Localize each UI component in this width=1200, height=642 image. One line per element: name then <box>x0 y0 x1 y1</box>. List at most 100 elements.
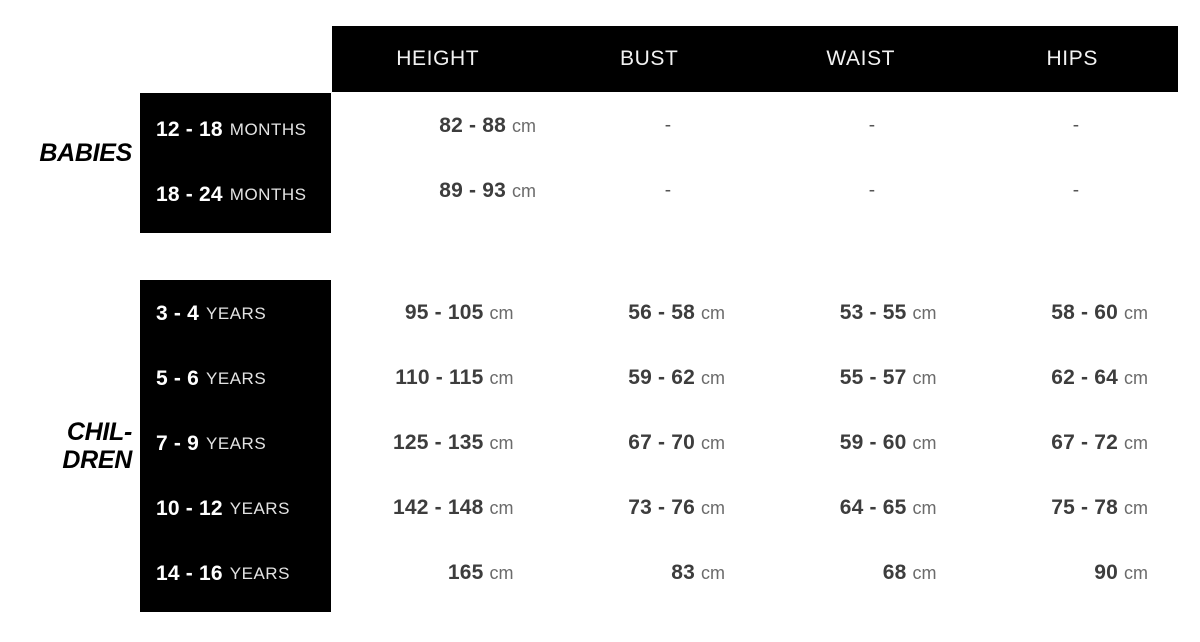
cell-bust: - <box>566 115 770 137</box>
table-row: 82 - 88 cm - - - <box>332 93 1178 158</box>
size-age-unit: YEARS <box>206 433 267 453</box>
value: - <box>1072 179 1080 201</box>
cell-bust: 73 - 76 cm <box>544 496 756 520</box>
value-unit: cm <box>912 432 937 453</box>
value: 110 - 115 <box>395 365 484 389</box>
cell-hips: - <box>974 115 1178 137</box>
value: 56 - 58 <box>628 300 695 324</box>
cell-waist: - <box>770 115 974 137</box>
group-label-children-line1: CHIL- <box>66 418 132 446</box>
value: 59 - 62 <box>628 365 695 389</box>
cell-height: 165 cm <box>332 561 544 585</box>
cell-height: 110 - 115 cm <box>332 366 544 390</box>
cell-bust: 59 - 62 cm <box>544 366 756 390</box>
size-range: 10 - 12 <box>156 496 223 520</box>
size-label-row: 3 - 4 YEARS <box>140 281 331 346</box>
size-label-block-babies: 12 - 18 MONTHS 18 - 24 MONTHS <box>140 93 331 233</box>
cell-hips: 58 - 60 cm <box>967 301 1179 325</box>
value-unit: cm <box>912 367 937 388</box>
column-header-waist: WAIST <box>826 47 896 70</box>
cell-hips: 90 cm <box>967 561 1179 585</box>
value-unit: cm <box>912 497 937 518</box>
value-unit: cm <box>512 115 536 136</box>
cell-bust: - <box>566 180 770 202</box>
cell-waist: 55 - 57 cm <box>755 366 967 390</box>
value: 125 - 135 <box>392 430 484 454</box>
value-unit: cm <box>701 367 725 388</box>
group-label-children: CHIL- DREN <box>0 418 132 474</box>
cell-height: 89 - 93 cm <box>332 179 566 203</box>
table-row: 95 - 105 cm 56 - 58 cm 53 - 55 cm 58 - 6… <box>332 280 1178 345</box>
value: 165 <box>447 560 484 584</box>
cell-waist: 64 - 65 cm <box>755 496 967 520</box>
value-unit: cm <box>489 302 514 323</box>
value-unit: cm <box>1124 562 1148 583</box>
size-range: 14 - 16 <box>156 561 223 585</box>
value: 64 - 65 <box>839 495 907 519</box>
value: 58 - 60 <box>1051 300 1118 324</box>
value: 90 <box>1094 560 1118 584</box>
group-label-children-line2: DREN <box>62 446 132 474</box>
table-row: 110 - 115 cm 59 - 62 cm 55 - 57 cm 62 - … <box>332 345 1178 410</box>
value: - <box>868 114 876 136</box>
value: 73 - 76 <box>628 495 695 519</box>
value-unit: cm <box>1124 432 1148 453</box>
value-unit: cm <box>512 180 536 201</box>
size-age-unit: MONTHS <box>229 119 307 139</box>
data-area-babies: 82 - 88 cm - - - 89 - 93 cm - - <box>332 93 1178 223</box>
group-label-babies: BABIES <box>39 139 132 167</box>
size-age-unit: YEARS <box>229 563 290 583</box>
cell-hips: 75 - 78 cm <box>967 496 1179 520</box>
value-unit: cm <box>701 562 725 583</box>
value-unit: cm <box>701 302 725 323</box>
value-unit: cm <box>912 302 937 323</box>
cell-waist: 68 cm <box>755 561 967 585</box>
size-range: 5 - 6 <box>156 366 200 390</box>
size-age-unit: YEARS <box>206 303 267 323</box>
cell-waist: 53 - 55 cm <box>755 301 967 325</box>
value: 89 - 93 <box>439 178 506 202</box>
table-row: 125 - 135 cm 67 - 70 cm 59 - 60 cm 67 - … <box>332 410 1178 475</box>
value: 83 <box>671 560 695 584</box>
value: - <box>664 179 672 201</box>
value: 142 - 148 <box>392 495 484 519</box>
size-range: 3 - 4 <box>156 301 200 325</box>
cell-bust: 67 - 70 cm <box>544 431 756 455</box>
cell-height: 125 - 135 cm <box>332 431 544 455</box>
cell-waist: 59 - 60 cm <box>755 431 967 455</box>
value-unit: cm <box>1124 367 1148 388</box>
size-label-row: 10 - 12 YEARS <box>140 476 331 541</box>
value-unit: cm <box>1124 497 1148 518</box>
value: 95 - 105 <box>404 300 484 324</box>
value: 67 - 70 <box>628 430 695 454</box>
value: 68 <box>882 560 907 584</box>
value: - <box>868 179 876 201</box>
data-area-children: 95 - 105 cm 56 - 58 cm 53 - 55 cm 58 - 6… <box>332 280 1178 605</box>
size-age-unit: YEARS <box>206 368 267 388</box>
value-unit: cm <box>1124 302 1148 323</box>
value-unit: cm <box>489 497 514 518</box>
size-range: 7 - 9 <box>156 431 200 455</box>
table-row: 89 - 93 cm - - - <box>332 158 1178 223</box>
size-label-row: 12 - 18 MONTHS <box>140 97 331 162</box>
value-unit: cm <box>489 367 514 388</box>
table-row: 142 - 148 cm 73 - 76 cm 64 - 65 cm 75 - … <box>332 475 1178 540</box>
value-unit: cm <box>489 562 514 583</box>
value-unit: cm <box>701 432 725 453</box>
cell-height: 95 - 105 cm <box>332 301 544 325</box>
size-label-row: 5 - 6 YEARS <box>140 346 331 411</box>
value: 53 - 55 <box>839 300 907 324</box>
value-unit: cm <box>912 562 937 583</box>
table-row: 165 cm 83 cm 68 cm 90 cm <box>332 540 1178 605</box>
column-header-hips: HIPS <box>1046 47 1098 70</box>
cell-height: 142 - 148 cm <box>332 496 544 520</box>
size-label-row: 14 - 16 YEARS <box>140 541 331 606</box>
size-label-row: 7 - 9 YEARS <box>140 411 331 476</box>
value-unit: cm <box>489 432 514 453</box>
value: 62 - 64 <box>1051 365 1118 389</box>
size-range: 18 - 24 <box>156 182 223 206</box>
size-label-block-children: 3 - 4 YEARS 5 - 6 YEARS 7 - 9 YEARS 10 -… <box>140 280 331 612</box>
cell-waist: - <box>770 180 974 202</box>
value: 75 - 78 <box>1051 495 1118 519</box>
